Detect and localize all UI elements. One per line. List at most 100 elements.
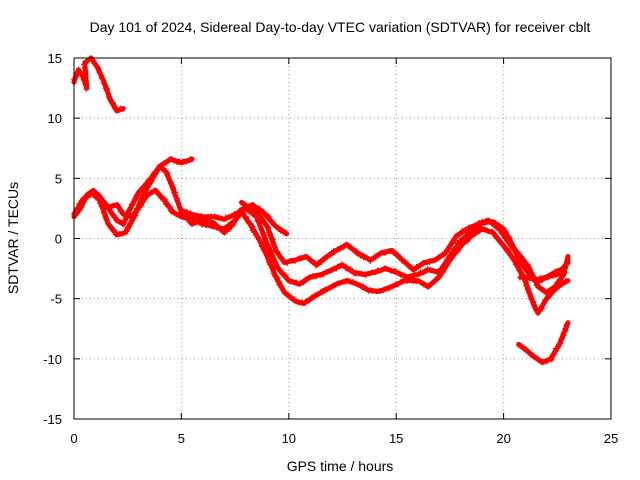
data-points	[71, 55, 571, 366]
data-point	[459, 230, 465, 236]
data-point	[271, 255, 277, 261]
data-point	[278, 228, 284, 234]
data-point	[268, 233, 274, 239]
data-point	[162, 196, 168, 202]
data-point	[269, 241, 275, 247]
data-point	[556, 279, 562, 285]
x-axis-label: GPS time / hours	[287, 458, 394, 474]
data-point	[169, 156, 174, 162]
data-point	[557, 276, 563, 282]
data-point	[477, 228, 483, 234]
data-point	[157, 165, 163, 171]
data-point	[152, 187, 157, 193]
data-point	[122, 229, 128, 235]
data-point	[526, 291, 532, 297]
data-point	[229, 213, 235, 219]
data-point	[314, 291, 320, 297]
series-track-f	[239, 199, 571, 296]
data-point	[454, 244, 459, 250]
data-point	[122, 218, 127, 224]
data-point	[262, 211, 268, 217]
data-point	[332, 248, 338, 254]
data-point	[187, 156, 193, 162]
data-point	[143, 192, 149, 198]
data-point	[309, 294, 315, 300]
x-tick-label: 15	[389, 431, 403, 446]
data-point	[432, 257, 438, 263]
data-point	[303, 298, 309, 304]
data-point	[128, 205, 134, 211]
data-point	[304, 299, 310, 305]
data-point	[350, 279, 356, 285]
data-point	[407, 264, 412, 270]
data-point	[97, 196, 103, 202]
data-point	[313, 263, 319, 269]
data-point	[501, 243, 507, 249]
data-point	[78, 69, 84, 75]
data-point	[505, 239, 511, 245]
data-point	[527, 268, 533, 274]
data-point	[153, 169, 159, 175]
data-point	[374, 289, 380, 295]
data-point	[269, 252, 275, 258]
data-point	[103, 217, 109, 223]
data-point	[348, 266, 354, 272]
data-point	[359, 270, 365, 276]
data-point	[298, 256, 304, 262]
data-point	[321, 271, 327, 277]
data-point	[208, 218, 214, 224]
data-point	[528, 296, 534, 302]
data-point	[343, 241, 349, 247]
data-point	[72, 74, 78, 80]
data-point	[540, 288, 546, 294]
data-point	[489, 228, 495, 234]
data-point	[131, 211, 136, 217]
data-point	[335, 246, 341, 252]
data-point	[157, 193, 163, 199]
data-point	[226, 223, 232, 229]
data-point	[518, 343, 524, 349]
data-point	[265, 242, 271, 248]
data-point	[103, 202, 109, 208]
data-point	[544, 358, 550, 364]
data-point	[285, 260, 290, 266]
data-point	[557, 338, 563, 344]
data-point	[417, 263, 423, 269]
data-point	[524, 275, 530, 281]
data-point	[497, 239, 503, 245]
data-point	[531, 354, 537, 360]
data-point	[274, 250, 280, 256]
data-point	[560, 335, 566, 341]
data-point	[560, 267, 566, 273]
data-point	[534, 277, 540, 283]
data-point	[206, 223, 212, 228]
data-point	[263, 221, 269, 227]
data-point	[512, 258, 518, 264]
data-point	[441, 262, 447, 268]
data-point	[509, 255, 515, 260]
x-tick-label: 5	[178, 431, 185, 446]
data-point	[181, 158, 187, 164]
data-point	[133, 206, 139, 212]
data-point	[264, 252, 270, 258]
data-point	[531, 299, 537, 305]
y-tick-label: 0	[55, 232, 62, 247]
data-point	[266, 215, 272, 221]
data-point	[222, 225, 228, 231]
data-point	[557, 268, 563, 274]
y-tick-label: -15	[43, 412, 62, 427]
data-point	[267, 262, 273, 268]
data-point	[386, 285, 392, 291]
data-point	[347, 278, 353, 284]
data-point	[124, 224, 130, 230]
data-point	[459, 227, 465, 233]
series-track-g	[517, 266, 567, 283]
data-point	[563, 322, 569, 328]
data-point	[361, 255, 367, 261]
data-point	[280, 286, 286, 292]
data-point	[413, 279, 419, 285]
data-point	[364, 286, 370, 291]
data-point	[185, 211, 191, 216]
data-point	[287, 294, 293, 300]
